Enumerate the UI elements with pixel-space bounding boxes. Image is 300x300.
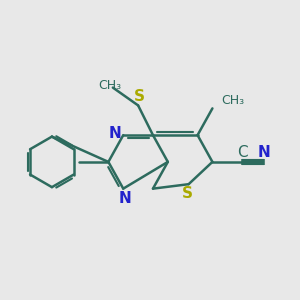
Text: CH₃: CH₃ <box>221 94 244 107</box>
Text: S: S <box>182 186 193 201</box>
Text: S: S <box>134 89 145 104</box>
Text: N: N <box>118 191 131 206</box>
Text: N: N <box>109 126 121 141</box>
Text: CH₃: CH₃ <box>98 79 122 92</box>
Text: C: C <box>237 145 248 160</box>
Text: N: N <box>258 145 271 160</box>
